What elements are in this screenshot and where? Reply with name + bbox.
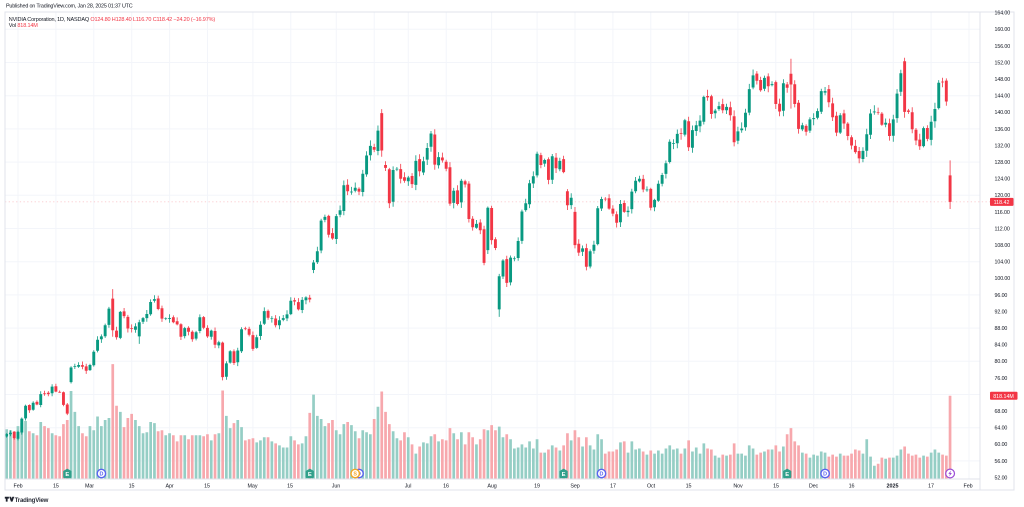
svg-text:E: E [308,472,312,478]
svg-text:NVIDIA Corporation, 1D, NASDAQ: NVIDIA Corporation, 1D, NASDAQ O124.80 H… [9,17,216,23]
svg-text:D: D [99,472,103,478]
svg-text:Published on TradingView.com,: Published on TradingView.com, Jan 28, 20… [6,3,133,9]
svg-text:16: 16 [443,484,449,490]
svg-text:E: E [785,472,789,478]
svg-text:Jun: Jun [332,484,340,490]
svg-text:108.00: 108.00 [995,243,1011,249]
svg-text:Dec: Dec [809,484,819,490]
svg-text:80.00: 80.00 [995,359,1008,365]
svg-text:64.00: 64.00 [995,426,1008,432]
svg-text:92.00: 92.00 [995,309,1008,315]
svg-text:84.00: 84.00 [995,343,1008,349]
svg-text:116.00: 116.00 [995,210,1010,216]
svg-text:Mar: Mar [85,484,94,490]
svg-text:136.00: 136.00 [995,127,1011,133]
svg-text:Vol 818.14M: Vol 818.14M [9,23,39,29]
svg-text:120.00: 120.00 [995,193,1011,199]
svg-text:88.00: 88.00 [995,326,1008,332]
svg-text:17: 17 [928,484,934,490]
svg-text:100.00: 100.00 [995,276,1011,282]
svg-text:818.14M: 818.14M [993,394,1014,400]
svg-text:17: 17 [610,484,616,490]
svg-text:TradingView: TradingView [15,497,49,504]
svg-text:118.42: 118.42 [994,200,1010,206]
svg-text:Oct: Oct [647,484,656,490]
svg-text:E: E [562,472,566,478]
svg-text:Jul: Jul [405,484,412,490]
svg-text:15: 15 [773,484,779,490]
svg-text:E: E [65,472,69,478]
svg-text:2025: 2025 [887,484,899,490]
svg-text:160.00: 160.00 [995,27,1011,33]
svg-text:19: 19 [534,484,540,490]
svg-text:Sep: Sep [570,484,579,490]
svg-text:Feb: Feb [14,484,23,490]
svg-text:Feb: Feb [964,484,973,490]
svg-text:152.00: 152.00 [995,60,1011,66]
svg-text:15: 15 [686,484,692,490]
svg-text:15: 15 [287,484,293,490]
svg-text:112.00: 112.00 [995,226,1010,232]
svg-text:68.00: 68.00 [995,409,1008,415]
svg-text:S: S [353,472,357,478]
svg-text:D: D [823,472,827,478]
svg-text:15: 15 [53,484,59,490]
svg-text:16: 16 [849,484,855,490]
svg-text:15: 15 [129,484,135,490]
svg-text:96.00: 96.00 [995,293,1008,299]
svg-text:60.00: 60.00 [995,442,1008,448]
svg-text:15: 15 [204,484,210,490]
svg-text:D: D [600,472,604,478]
svg-text:76.00: 76.00 [995,376,1008,382]
svg-text:Nov: Nov [733,484,743,490]
svg-text:132.00: 132.00 [995,143,1011,149]
svg-text:104.00: 104.00 [995,260,1011,266]
svg-text:May: May [248,484,258,490]
svg-text:Aug: Aug [487,484,496,490]
svg-text:128.00: 128.00 [995,160,1011,166]
svg-text:Apr: Apr [165,484,173,490]
svg-text:148.00: 148.00 [995,77,1011,83]
svg-text:56.00: 56.00 [995,459,1008,465]
svg-text:164.00: 164.00 [995,11,1011,17]
svg-text:144.00: 144.00 [995,94,1011,100]
svg-text:52.00: 52.00 [995,475,1008,481]
svg-text:124.00: 124.00 [995,177,1011,183]
svg-text:156.00: 156.00 [995,44,1011,50]
svg-text:140.00: 140.00 [995,110,1011,116]
